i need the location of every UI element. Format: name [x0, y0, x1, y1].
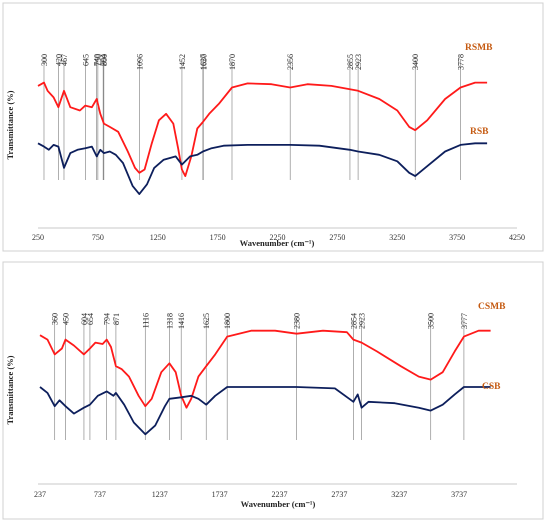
x-tick-label: 2750: [329, 233, 345, 242]
series-label-rsb: RSB: [470, 127, 489, 137]
peak-label: 3500: [427, 313, 436, 329]
plot-frame-2: [2, 261, 544, 520]
peak-label: 3778: [456, 54, 465, 70]
peak-label: 2923: [354, 54, 363, 70]
x-tick-label: 1750: [210, 233, 226, 242]
x-tick-label: 4250: [509, 233, 525, 242]
peak-label: 467: [60, 54, 69, 66]
x-tick-label: 3250: [389, 233, 405, 242]
peak-label: 2380: [293, 313, 302, 329]
plot-frame-1: [2, 2, 544, 252]
y-axis-label-1: Transmittance (%): [5, 90, 15, 159]
series-line-csb: [39, 386, 491, 436]
peak-label: 1416: [177, 313, 186, 329]
series-line-rsmb: [37, 81, 488, 177]
peak-label: 300: [40, 54, 49, 66]
x-tick-label: 2737: [331, 490, 347, 499]
peak-label: 420: [54, 54, 63, 66]
series-line-rsb: [37, 142, 488, 195]
peak-label: 740: [93, 54, 102, 66]
peak-label: 1452: [178, 54, 187, 70]
peak-label: 1096: [135, 54, 144, 70]
series-lines-2: [39, 329, 491, 436]
peak-label: 871: [112, 313, 121, 325]
chart-panel-1: Transmittance (%) Wavenumber (cm⁻¹) 250 7…: [2, 2, 544, 252]
x-tick-label: 3750: [449, 233, 465, 242]
peak-label: 1870: [228, 54, 237, 70]
x-tick-labels-2: 237 737 1237 1737 2237 2737 3237 3737: [34, 490, 467, 499]
peak-label: 2923: [358, 313, 367, 329]
series-label-csmb: CSMB: [478, 302, 506, 312]
peak-label: 604: [80, 313, 89, 325]
x-tick-label: 237: [34, 490, 46, 499]
peak-label: 3400: [411, 54, 420, 70]
peak-label: 1630: [199, 54, 208, 70]
x-tick-label: 3737: [451, 490, 467, 499]
x-tick-label: 1737: [212, 490, 228, 499]
x-tick-label: 750: [92, 233, 104, 242]
peak-label: 450: [62, 313, 71, 325]
y-axis-label-2: Transmittance (%): [5, 355, 15, 424]
peak-label: 3777: [460, 313, 469, 329]
x-tick-label: 737: [94, 490, 106, 499]
x-tick-label: 1250: [150, 233, 166, 242]
peak-label: 1318: [165, 313, 174, 329]
series-line-csmb: [39, 329, 491, 409]
x-tick-label: 250: [32, 233, 44, 242]
x-axis-label-2: Wavenumber (cm⁻¹): [241, 499, 316, 509]
peak-label: 654: [86, 313, 95, 325]
chart-panel-2: Transmittance (%) Wavenumber (cm⁻¹) 237 7…: [2, 261, 544, 520]
peak-label: 645: [81, 54, 90, 66]
peak-label: 794: [103, 313, 112, 325]
peak-label: 360: [51, 313, 60, 325]
peak-label: 1116: [141, 313, 150, 328]
x-tick-label: 2237: [272, 490, 288, 499]
series-label-csb: CSB: [482, 382, 501, 392]
x-tick-label: 1237: [152, 490, 168, 499]
peak-label: 750: [94, 54, 103, 66]
peak-label: 1625: [202, 313, 211, 329]
peak-label: 800: [100, 54, 109, 66]
series-label-rsmb: RSMB: [465, 43, 493, 53]
peak-label: 2356: [286, 54, 295, 70]
x-tick-label: 2250: [270, 233, 286, 242]
x-axis-label-1: Wavenumber (cm⁻¹): [240, 238, 315, 248]
peak-label: 1800: [223, 313, 232, 329]
peak-label: 2855: [346, 54, 355, 70]
peak-label: 2854: [349, 313, 358, 329]
x-tick-labels-1: 250 750 1250 1750 2250 2750 3250 3750 4250: [32, 233, 525, 242]
series-lines-1: [37, 81, 488, 195]
x-tick-label: 3237: [391, 490, 407, 499]
